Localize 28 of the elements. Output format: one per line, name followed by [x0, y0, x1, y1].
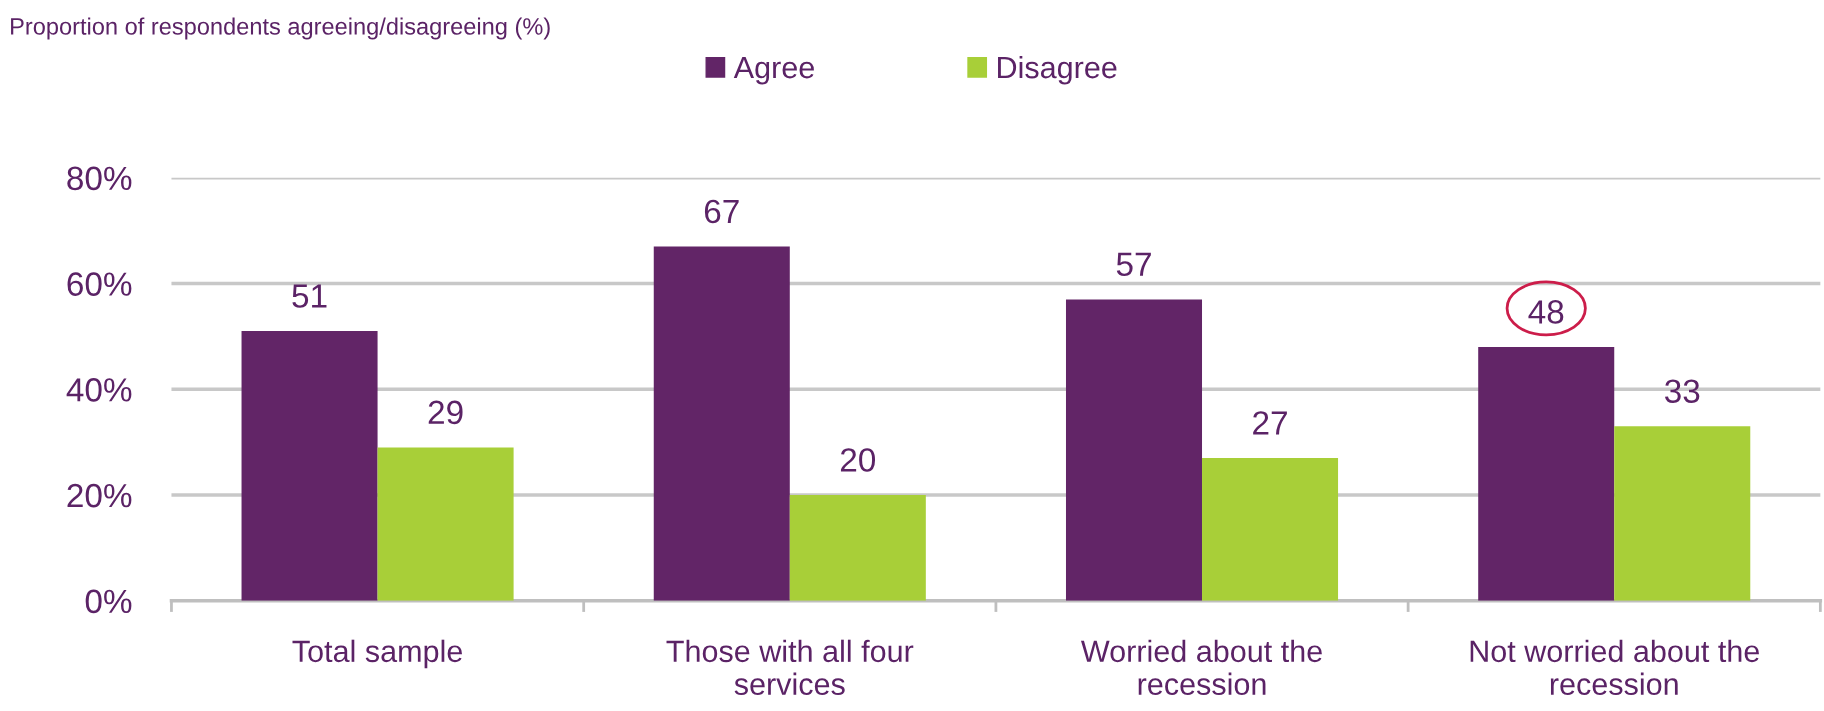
x-tick-label: Worried about the recession	[1080, 639, 1322, 696]
data-label: 27	[1253, 411, 1287, 435]
data-label: 67	[704, 199, 739, 224]
data-label: 20	[840, 448, 876, 472]
bar	[1065, 299, 1203, 601]
x-tick-label: Those with all four services	[666, 639, 914, 696]
y-tick-label: 60%	[67, 272, 132, 296]
y-tick-label: 0%	[85, 589, 132, 614]
data-label: 29	[428, 400, 463, 425]
y-tick-label: 40%	[66, 378, 132, 402]
y-tick-label: 20%	[67, 483, 132, 508]
legend-label: Disagree	[998, 55, 1117, 85]
data-label: 57	[1116, 252, 1151, 277]
bar	[1614, 426, 1751, 601]
bar	[1202, 458, 1339, 601]
y-tick-label: 80%	[67, 166, 132, 191]
data-label: 51	[292, 284, 327, 308]
x-tick-label: Total sample	[292, 639, 462, 669]
bar	[653, 246, 790, 601]
text: Proportion of respondents agreeing/disagreeing (%)	[11, 17, 550, 40]
bar	[789, 495, 926, 601]
bar	[377, 447, 514, 601]
legend-label: Agree	[733, 57, 814, 85]
data-label: 48	[1528, 300, 1564, 324]
data-label: 33	[1664, 379, 1700, 404]
x-tick-label: Not worried about the recession	[1470, 639, 1759, 696]
bar	[241, 331, 378, 601]
bar	[1478, 346, 1615, 601]
